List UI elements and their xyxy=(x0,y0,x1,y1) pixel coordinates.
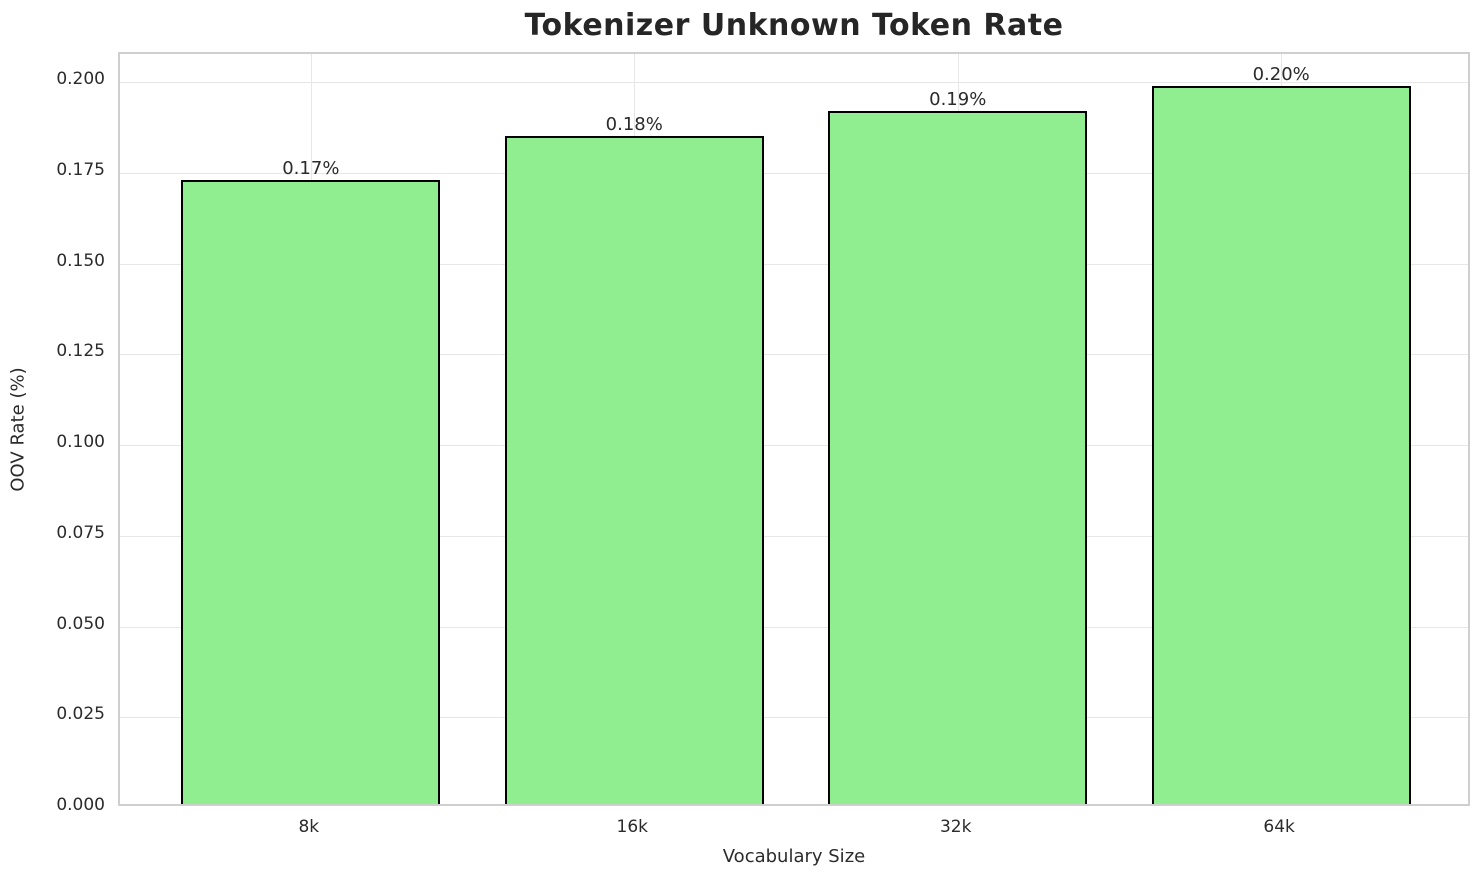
y-gridline xyxy=(120,354,1468,356)
x-axis-label: Vocabulary Size xyxy=(722,846,866,867)
bar-32k xyxy=(828,110,1088,804)
bar-16k xyxy=(504,136,764,804)
y-tick-label: 0.150 xyxy=(56,250,105,271)
plot-area: 0.17% 0.18% 0.19% 0.20% xyxy=(118,52,1470,806)
x-tick-label: 16k xyxy=(616,817,648,837)
y-tick-label: 0.075 xyxy=(56,522,105,543)
y-gridline xyxy=(120,626,1468,628)
bar-64k xyxy=(1151,85,1411,804)
bar-value-label: 0.17% xyxy=(282,157,340,179)
bar-value-label: 0.19% xyxy=(929,88,987,110)
bar-8k xyxy=(181,179,441,804)
y-tick-label: 0.175 xyxy=(56,160,105,180)
y-gridline xyxy=(120,717,1468,719)
y-gridline xyxy=(120,82,1468,84)
bar-value-label: 0.18% xyxy=(605,114,663,136)
y-gridline xyxy=(120,173,1468,174)
y-gridline xyxy=(120,445,1468,447)
y-tick-label: 0.025 xyxy=(56,704,105,725)
y-gridline xyxy=(120,263,1468,265)
y-tick-label: 0.125 xyxy=(56,341,105,362)
y-tick-label: 0.050 xyxy=(56,613,105,634)
y-gridline xyxy=(120,535,1468,537)
x-tick-label: 64k xyxy=(1263,817,1295,837)
x-tick-label: 8k xyxy=(298,817,320,837)
y-tick-label: 0.000 xyxy=(56,795,105,815)
x-tick-label: 32k xyxy=(939,817,972,837)
y-tick-label: 0.100 xyxy=(56,432,105,453)
bar-value-label: 0.20% xyxy=(1252,63,1310,85)
y-axis-label: OOV Rate (%) xyxy=(7,367,29,492)
chart-title: Tokenizer Unknown Token Rate xyxy=(524,8,1064,43)
y-tick-label: 0.200 xyxy=(56,69,105,90)
